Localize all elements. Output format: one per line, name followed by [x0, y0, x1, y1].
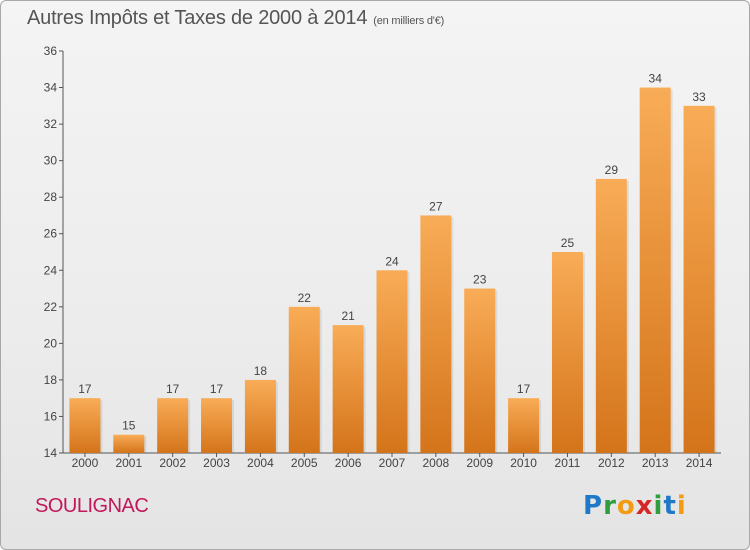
logo-letter: t: [663, 491, 677, 521]
logo-letter: x: [635, 491, 654, 521]
bar: [420, 215, 452, 453]
commune-name: SOULIGNAC: [35, 495, 149, 517]
x-tick-label: 2001: [115, 456, 142, 470]
bar: [69, 398, 101, 453]
chart-title-text: Autres Impôts et Taxes de 2000 à 2014: [27, 7, 368, 29]
data-label: 23: [473, 273, 487, 287]
logo-letter: i: [676, 491, 687, 521]
logo-letter: i: [653, 491, 664, 521]
x-tick-label: 2011: [555, 456, 581, 470]
x-tick-label: 2008: [423, 456, 450, 470]
x-tick-label: 2009: [466, 456, 493, 470]
x-tick-label: 2007: [379, 456, 406, 470]
y-tick-label: 32: [44, 117, 58, 131]
x-tick-label: 2004: [247, 456, 274, 470]
x-tick-label: 2003: [203, 456, 230, 470]
logo-letter: o: [616, 491, 636, 521]
x-tick-label: 2012: [598, 456, 625, 470]
y-tick-label: 24: [44, 263, 58, 277]
chart-title: Autres Impôts et Taxes de 2000 à 2014 (en…: [27, 7, 444, 30]
proxiti-logo: Proxiti: [583, 491, 687, 521]
logo-letter: P: [583, 491, 604, 521]
data-label: 34: [649, 72, 663, 86]
bar: [639, 87, 671, 453]
data-label: 29: [605, 163, 619, 177]
data-labels: 17 15 17 17 18 22 21 24 27 23 17 25 29 34 33: [78, 72, 706, 433]
x-tick-label: 2010: [510, 456, 537, 470]
chart-subtitle: (en milliers d'€): [373, 15, 445, 27]
y-tick-label: 16: [44, 409, 58, 423]
bar: [288, 306, 320, 453]
y-tick-label: 34: [44, 81, 58, 95]
data-label: 33: [692, 90, 706, 104]
data-label: 24: [385, 254, 399, 268]
x-tick-label: 2002: [159, 456, 186, 470]
bar: [332, 325, 364, 453]
data-label: 17: [166, 382, 180, 396]
data-label: 18: [254, 364, 268, 378]
bar: [113, 434, 145, 453]
y-tick-label: 14: [44, 446, 58, 460]
y-tick-label: 28: [44, 190, 58, 204]
bar: [683, 105, 715, 454]
bar-series: [69, 87, 717, 454]
data-label: 25: [561, 236, 575, 250]
x-tick-label: 2000: [72, 456, 99, 470]
x-tick-label: 2005: [291, 456, 318, 470]
y-tick-label: 30: [44, 154, 58, 168]
logo-letter: r: [603, 491, 617, 521]
data-label: 21: [341, 309, 355, 323]
x-tick-label: 2013: [642, 456, 669, 470]
bar: [376, 270, 408, 453]
bar: [464, 288, 496, 453]
y-tick-label: 36: [44, 44, 58, 58]
y-tick-label: 26: [44, 227, 58, 241]
y-tick-label: 22: [44, 300, 58, 314]
y-tick-label: 20: [44, 336, 58, 350]
x-tick-label: 2006: [335, 456, 362, 470]
data-label: 27: [429, 199, 443, 213]
data-label: 17: [210, 382, 224, 396]
bar: [551, 252, 583, 453]
y-tick-label: 18: [44, 373, 58, 387]
x-tick-label: 2014: [686, 456, 713, 470]
bar: [201, 398, 233, 453]
bar: [244, 379, 276, 453]
bar: [157, 398, 189, 453]
data-label: 22: [298, 291, 312, 305]
data-label: 15: [122, 419, 136, 433]
data-label: 17: [78, 382, 92, 396]
bar: [508, 398, 540, 453]
data-label: 17: [517, 382, 531, 396]
bar: [595, 178, 627, 453]
